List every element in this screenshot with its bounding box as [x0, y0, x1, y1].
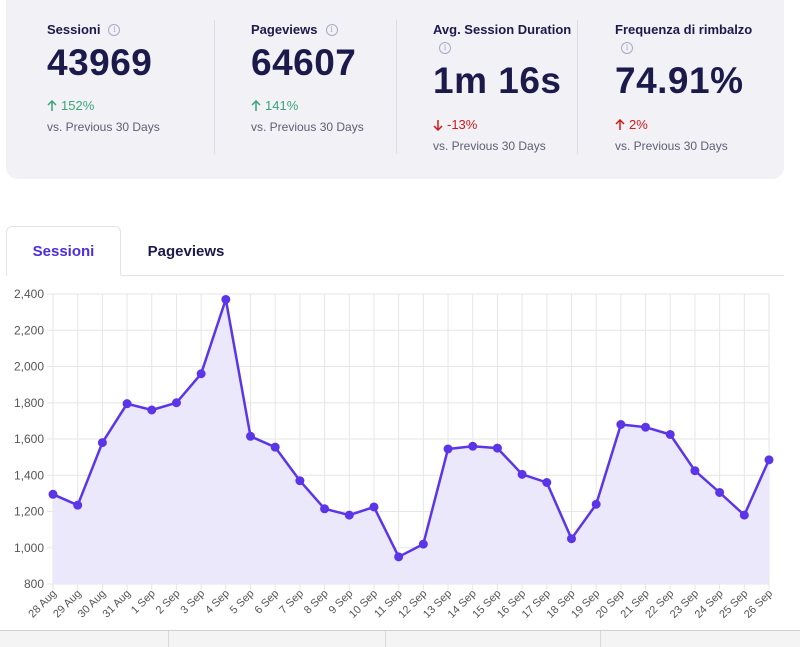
data-point	[97, 438, 107, 448]
data-point	[764, 455, 774, 465]
data-point	[369, 502, 379, 512]
data-point	[171, 398, 181, 408]
x-tick-label: 4 Sep	[203, 588, 232, 617]
y-tick-label: 1,600	[14, 432, 44, 446]
stat-change-value: 141%	[265, 98, 299, 113]
data-point	[616, 420, 626, 429]
stat-value: 74.91%	[615, 60, 744, 101]
x-tick-label: 8 Sep	[302, 588, 331, 617]
stat-value: 64607	[251, 42, 357, 83]
info-icon[interactable]: i	[439, 42, 451, 54]
data-point	[517, 469, 527, 479]
data-point	[542, 478, 552, 487]
stat-change: 2%	[615, 117, 648, 132]
y-tick-label: 2,000	[14, 360, 44, 374]
x-tick-label: 2 Sep	[154, 588, 183, 617]
stat-change: 152%	[47, 98, 94, 113]
y-tick-label: 800	[24, 577, 44, 591]
stat-label: Avg. Session Duration	[433, 22, 572, 37]
data-point	[566, 534, 576, 544]
arrow-down-icon	[433, 119, 443, 131]
arrow-up-icon	[251, 99, 261, 111]
stat-label-row: Frequenza di rimbalzo	[615, 22, 752, 37]
data-point	[492, 443, 502, 453]
tabs-baseline	[6, 275, 784, 276]
stat-label-row: Avg. Session Duration	[433, 22, 571, 37]
arrow-up-icon	[47, 99, 57, 111]
divider	[214, 20, 215, 154]
stat-label: Frequenza di rimbalzo	[615, 22, 753, 37]
y-tick-label: 1,200	[14, 505, 44, 519]
data-point	[122, 399, 132, 409]
info-icon[interactable]: i	[108, 23, 121, 36]
x-tick-label: 7 Sep	[277, 588, 306, 617]
data-point	[48, 489, 58, 499]
stat-label: Sessioni	[47, 22, 101, 37]
stat-change: -13%	[433, 117, 477, 132]
stats-panel: Sessioni i 43969 152% vs. Previous 30 Da…	[6, 0, 784, 179]
divider	[396, 20, 397, 154]
data-point	[468, 441, 478, 451]
data-point	[73, 500, 83, 510]
x-tick-label: 26 Sep	[742, 588, 775, 621]
y-axis-ticks: 2,400 2,200 2,000 1,800 1,600 1,400 1,200 1,000…	[14, 287, 44, 591]
stat-change-value: 152%	[61, 98, 95, 113]
sessions-area-fill	[53, 299, 769, 584]
chart-tabs: Sessioni Pageviews	[6, 226, 784, 276]
bottom-bar-divider	[600, 631, 601, 647]
stat-compare: vs. Previous 30 Days	[251, 120, 364, 134]
stat-label-row: Sessioni i	[47, 22, 121, 37]
stat-value: 43969	[47, 42, 153, 83]
stat-value: 1m 16s	[433, 60, 562, 101]
sessions-chart: 2,400 2,200 2,000 1,800 1,600 1,400 1,200 1,000…	[14, 287, 775, 621]
stat-change-value: 2%	[629, 117, 648, 132]
x-tick-label: 5 Sep	[228, 588, 257, 617]
data-point	[739, 510, 749, 520]
x-tick-label: 3 Sep	[178, 588, 207, 617]
chart-area	[52, 298, 771, 584]
stat-change: 141%	[251, 98, 298, 113]
data-point	[394, 552, 404, 562]
data-point	[418, 539, 428, 549]
data-point	[196, 369, 206, 379]
data-point	[246, 431, 256, 441]
data-point	[320, 504, 330, 514]
stat-compare: vs. Previous 30 Days	[47, 120, 160, 134]
data-point	[591, 499, 601, 509]
y-tick-label: 1,400	[14, 468, 44, 482]
data-point	[665, 429, 675, 439]
bottom-bar-divider	[168, 631, 169, 647]
x-tick-label: 31 Aug	[100, 588, 133, 621]
data-point	[221, 294, 231, 304]
stat-compare: vs. Previous 30 Days	[433, 139, 546, 153]
info-icon[interactable]: i	[621, 42, 633, 54]
info-icon[interactable]: i	[325, 23, 338, 36]
data-point	[270, 442, 280, 452]
data-point	[690, 466, 700, 476]
y-tick-label: 2,200	[14, 323, 44, 337]
data-point	[147, 405, 157, 415]
y-tick-label: 1,800	[14, 396, 44, 410]
tab-pageviews[interactable]: Pageviews	[147, 242, 225, 260]
chart-points	[48, 294, 774, 562]
tab-sessions[interactable]: Sessioni	[6, 226, 121, 276]
data-point	[443, 444, 453, 454]
bottom-bar	[0, 630, 800, 647]
stat-label: Pageviews	[251, 22, 318, 37]
data-point	[344, 510, 354, 520]
y-tick-label: 1,000	[14, 541, 44, 555]
x-tick-label: 6 Sep	[253, 588, 282, 617]
stat-change-value: -13%	[447, 117, 478, 132]
y-tick-label: 2,400	[14, 287, 44, 301]
bottom-bar-divider	[385, 631, 386, 647]
data-point	[295, 476, 305, 486]
stat-label-row: Pageviews i	[251, 22, 338, 37]
x-tick-label: 1 Sep	[129, 588, 158, 617]
arrow-up-icon	[615, 118, 625, 130]
data-point	[641, 422, 651, 432]
divider	[577, 20, 578, 154]
data-point	[715, 487, 725, 497]
stat-compare: vs. Previous 30 Days	[615, 139, 728, 153]
